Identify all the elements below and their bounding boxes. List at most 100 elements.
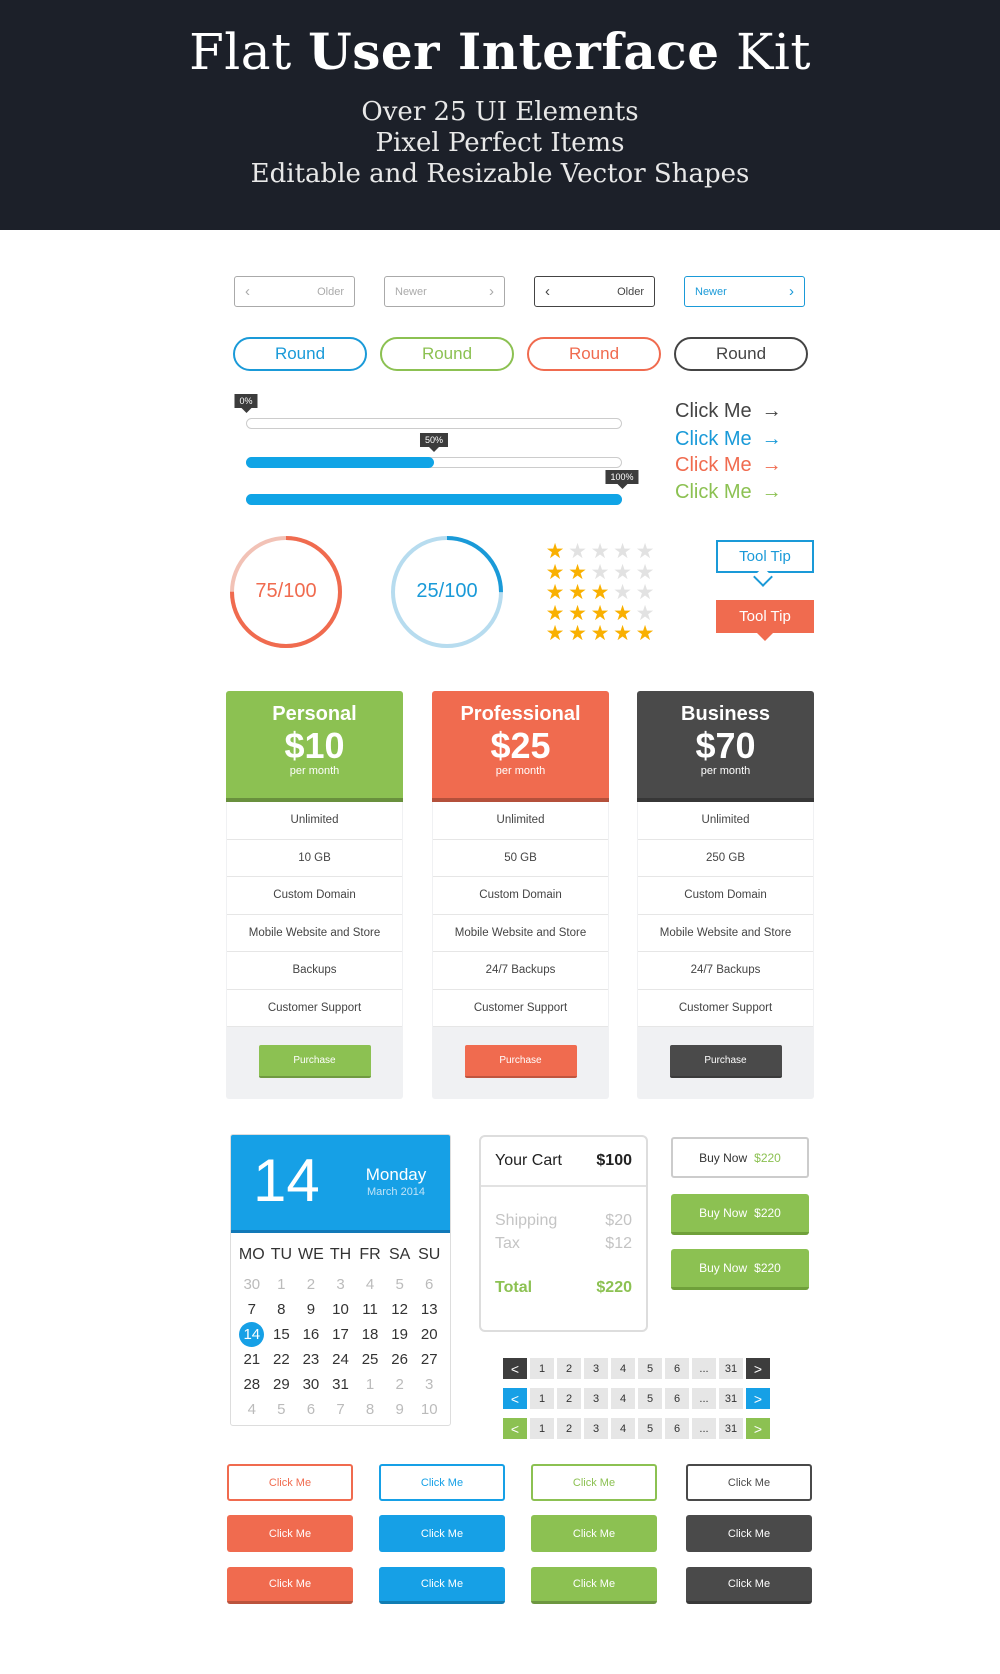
pagination-page[interactable]: 3 — [584, 1418, 608, 1439]
click-me-button[interactable]: Click Me — [686, 1515, 812, 1552]
round-button[interactable]: Round — [527, 337, 661, 371]
star-empty-icon[interactable]: ★ — [613, 581, 632, 604]
buy-now-button[interactable]: Buy Now $220 — [671, 1249, 809, 1290]
click-me-button[interactable]: Click Me — [227, 1567, 353, 1604]
calendar-day[interactable]: 19 — [385, 1322, 415, 1347]
click-me-button[interactable]: Click Me — [227, 1464, 353, 1501]
pager-next-button[interactable]: Newer › — [384, 276, 505, 307]
calendar-day-selected[interactable]: 14 — [237, 1322, 267, 1347]
calendar-day[interactable]: 21 — [237, 1347, 267, 1372]
star-filled-icon[interactable]: ★ — [568, 601, 587, 625]
purchase-button[interactable]: Purchase — [669, 1045, 782, 1078]
calendar-day[interactable]: 4 — [237, 1397, 267, 1422]
star-filled-icon[interactable]: ★ — [568, 560, 587, 584]
pagination-prev-button[interactable]: < — [503, 1358, 527, 1379]
calendar-day[interactable]: 29 — [267, 1372, 297, 1397]
calendar-day[interactable]: 8 — [355, 1397, 385, 1422]
pagination-page[interactable]: 1 — [530, 1418, 554, 1439]
calendar-day[interactable]: 7 — [326, 1397, 356, 1422]
star-empty-icon[interactable]: ★ — [635, 601, 655, 625]
star-filled-icon[interactable]: ★ — [635, 622, 655, 645]
click-me-button[interactable]: Click Me — [531, 1464, 657, 1501]
star-filled-icon[interactable]: ★ — [613, 601, 632, 625]
click-me-link[interactable]: Click Me → — [675, 481, 782, 504]
star-filled-icon[interactable]: ★ — [590, 622, 610, 645]
star-empty-icon[interactable]: ★ — [613, 540, 632, 563]
calendar-day[interactable]: 1 — [355, 1372, 385, 1397]
star-empty-icon[interactable]: ★ — [635, 540, 655, 563]
calendar-day[interactable]: 16 — [296, 1322, 326, 1347]
calendar-day[interactable]: 6 — [414, 1272, 444, 1297]
pagination-next-button[interactable]: > — [746, 1388, 770, 1409]
pagination-next-button[interactable]: > — [746, 1358, 770, 1379]
star-empty-icon[interactable]: ★ — [568, 540, 587, 563]
calendar-day[interactable]: 12 — [385, 1297, 415, 1322]
pagination-page[interactable]: 2 — [557, 1388, 581, 1409]
pagination-page[interactable]: 4 — [611, 1358, 635, 1379]
star-empty-icon[interactable]: ★ — [635, 560, 655, 584]
round-button[interactable]: Round — [233, 337, 367, 371]
star-filled-icon[interactable]: ★ — [590, 601, 610, 625]
pagination-page[interactable]: 5 — [638, 1418, 662, 1439]
click-me-link[interactable]: Click Me → — [675, 428, 782, 451]
purchase-button[interactable]: Purchase — [464, 1045, 577, 1078]
pagination-page[interactable]: 4 — [611, 1418, 635, 1439]
pagination-page[interactable]: 31 — [719, 1418, 743, 1439]
calendar-day[interactable]: 18 — [355, 1322, 385, 1347]
calendar-day[interactable]: 10 — [326, 1297, 356, 1322]
click-me-button[interactable]: Click Me — [686, 1567, 812, 1604]
calendar-day[interactable]: 28 — [237, 1372, 267, 1397]
click-me-button[interactable]: Click Me — [227, 1515, 353, 1552]
calendar-day[interactable]: 27 — [414, 1347, 444, 1372]
click-me-button[interactable]: Click Me — [531, 1567, 657, 1604]
calendar-day[interactable]: 6 — [296, 1397, 326, 1422]
star-filled-icon[interactable]: ★ — [545, 540, 565, 563]
click-me-link[interactable]: Click Me → — [675, 400, 782, 423]
pagination-page[interactable]: 2 — [557, 1418, 581, 1439]
star-filled-icon[interactable]: ★ — [568, 581, 587, 604]
pagination-page[interactable]: 6 — [665, 1388, 689, 1409]
purchase-button[interactable]: Purchase — [258, 1045, 371, 1078]
pagination-page[interactable]: 31 — [719, 1358, 743, 1379]
pagination-page[interactable]: 31 — [719, 1388, 743, 1409]
pagination-page[interactable]: 2 — [557, 1358, 581, 1379]
star-filled-icon[interactable]: ★ — [613, 622, 632, 645]
calendar-day[interactable]: 15 — [267, 1322, 297, 1347]
calendar-day[interactable]: 9 — [385, 1397, 415, 1422]
pagination-page[interactable]: 4 — [611, 1388, 635, 1409]
pagination-page[interactable]: 3 — [584, 1388, 608, 1409]
calendar-day[interactable]: 30 — [237, 1272, 267, 1297]
calendar-day[interactable]: 23 — [296, 1347, 326, 1372]
calendar-day[interactable]: 25 — [355, 1347, 385, 1372]
calendar-day[interactable]: 8 — [267, 1297, 297, 1322]
pagination-page[interactable]: 5 — [638, 1388, 662, 1409]
star-empty-icon[interactable]: ★ — [635, 581, 655, 604]
star-filled-icon[interactable]: ★ — [568, 622, 587, 645]
calendar-day[interactable]: 2 — [296, 1272, 326, 1297]
calendar-day[interactable]: 1 — [267, 1272, 297, 1297]
calendar-day[interactable]: 30 — [296, 1372, 326, 1397]
calendar-day[interactable]: 17 — [326, 1322, 356, 1347]
star-filled-icon[interactable]: ★ — [590, 581, 610, 604]
calendar-day[interactable]: 31 — [326, 1372, 356, 1397]
star-empty-icon[interactable]: ★ — [590, 540, 610, 563]
calendar-day[interactable]: 2 — [385, 1372, 415, 1397]
buy-now-button[interactable]: Buy Now $220 — [671, 1137, 809, 1178]
calendar-day[interactable]: 7 — [237, 1297, 267, 1322]
pagination-page[interactable]: 3 — [584, 1358, 608, 1379]
click-me-button[interactable]: Click Me — [531, 1515, 657, 1552]
calendar-day[interactable]: 11 — [355, 1297, 385, 1322]
pagination-prev-button[interactable]: < — [503, 1388, 527, 1409]
calendar-day[interactable]: 4 — [355, 1272, 385, 1297]
pager-prev-button[interactable]: ‹ Older — [534, 276, 655, 307]
buy-now-button[interactable]: Buy Now $220 — [671, 1194, 809, 1235]
pagination-page[interactable]: 1 — [530, 1358, 554, 1379]
pagination-page[interactable]: 1 — [530, 1388, 554, 1409]
calendar-day[interactable]: 9 — [296, 1297, 326, 1322]
calendar-day[interactable]: 20 — [414, 1322, 444, 1347]
calendar-day[interactable]: 22 — [267, 1347, 297, 1372]
pagination-page[interactable]: 6 — [665, 1418, 689, 1439]
click-me-button[interactable]: Click Me — [686, 1464, 812, 1501]
star-filled-icon[interactable]: ★ — [545, 560, 565, 584]
star-filled-icon[interactable]: ★ — [545, 601, 565, 625]
